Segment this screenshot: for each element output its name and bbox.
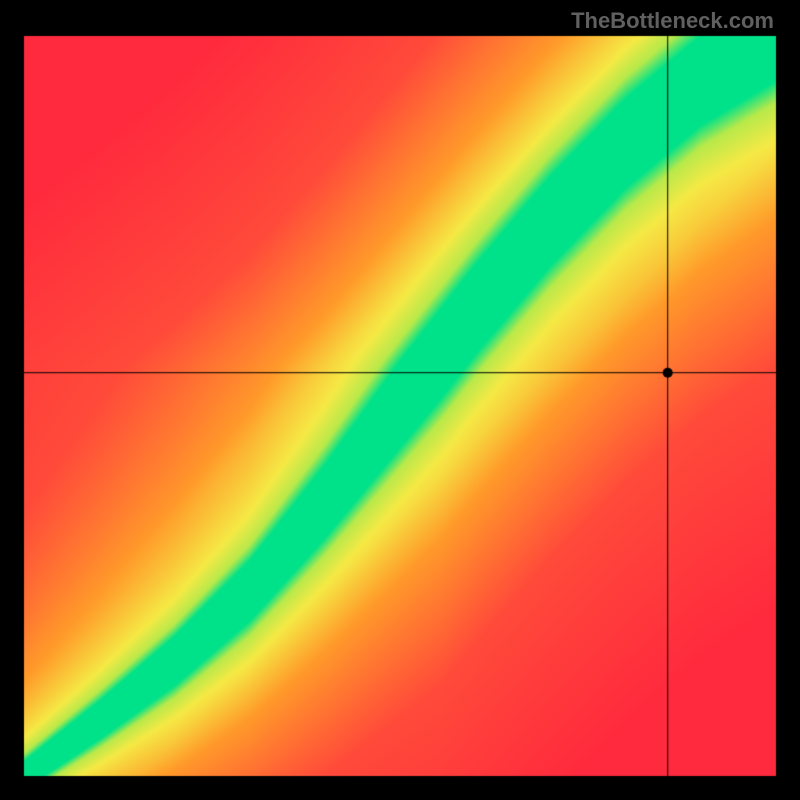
bottleneck-heatmap [0,0,800,800]
watermark-text: TheBottleneck.com [571,8,774,34]
